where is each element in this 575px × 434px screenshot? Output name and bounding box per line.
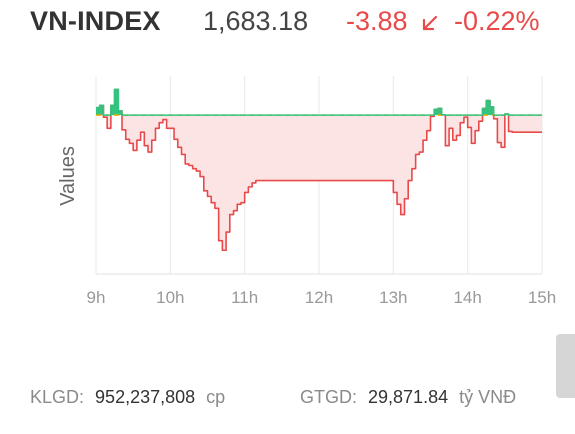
index-change-percent: -0.22% [454,6,540,36]
trade-value-unit: tỷ VNĐ [459,387,517,407]
index-series-line-up [96,88,542,116]
breadth-up-bar [28,353,199,362]
x-tick-label: 10h [156,288,184,307]
index-value: 1,683.18 [203,6,309,36]
x-tick-label: 9h [87,288,106,307]
volume-label: KLGD: [30,387,85,407]
arrow-down-left-icon [422,15,438,31]
volume-unit: cp [206,387,226,407]
index-name: VN-INDEX [30,6,161,36]
volume-stat: KLGD: 952,237,808 cp [30,387,225,408]
trade-value-stat: GTGD: 29,871.84 tỷ VNĐ [300,387,516,408]
trade-value-label: GTGD: [300,387,357,407]
index-header: VN-INDEX 1,683.18 -3.88 -0.22% [30,4,570,44]
x-tick-label: 15h [528,288,556,307]
scrollbar-thumb[interactable] [556,334,575,398]
intraday-chart: 9h 10h 11h 12h 13h 14h 15h Values [57,76,557,307]
index-series-line [96,88,542,252]
below-reference-fill [96,115,542,251]
index-change: -3.88 [346,6,408,36]
x-tick-label: 11h [231,288,258,307]
x-tick-label: 13h [379,288,407,307]
x-tick-label: 12h [305,288,333,307]
breadth-down-bar [293,353,560,362]
x-tick-label: 14h [453,288,481,307]
volume-value: 952,237,808 [95,387,196,407]
trade-value: 29,871.84 [368,387,449,407]
x-axis-ticks: 9h 10h 11h 12h 13h 14h 15h [87,288,557,307]
breadth-unchanged-bar [202,353,290,362]
y-axis-label: Values [57,146,79,206]
